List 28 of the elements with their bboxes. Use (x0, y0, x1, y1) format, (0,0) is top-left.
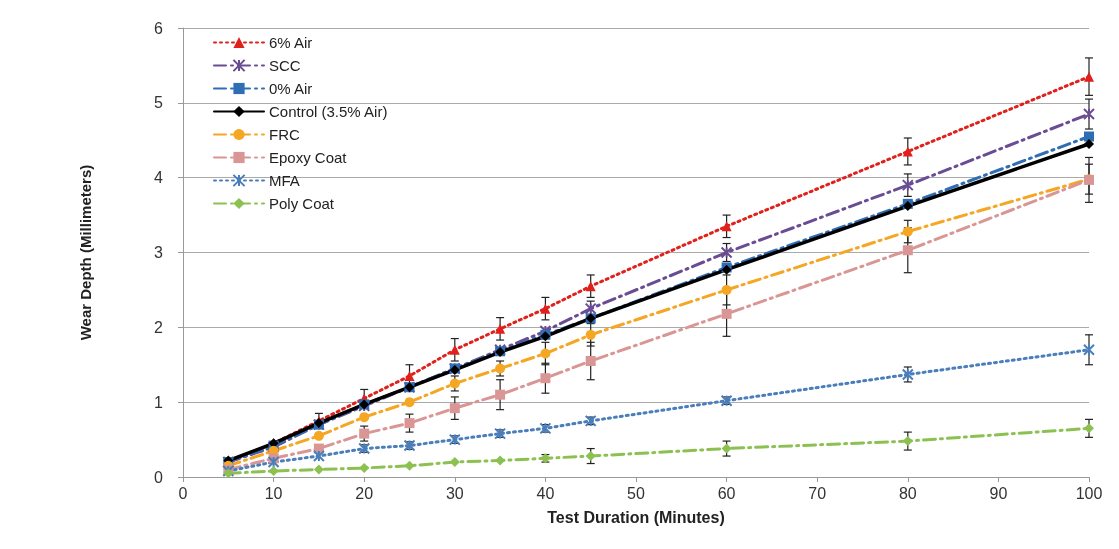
legend-label: Control (3.5% Air) (269, 103, 388, 120)
legend-label: 0% Air (269, 80, 313, 97)
legend-label: 6% Air (269, 34, 313, 51)
legend-label: FRC (269, 126, 300, 143)
x-tick-label: 0 (178, 484, 188, 502)
y-tick-label: 0 (154, 468, 164, 486)
x-tick-label: 50 (627, 484, 645, 502)
legend-label: SCC (269, 57, 301, 74)
x-tick-label: 30 (445, 484, 464, 502)
x-axis-title: Test Duration (Minutes) (547, 508, 725, 526)
x-tick-label: 20 (355, 484, 374, 502)
x-tick-label: 40 (536, 484, 555, 502)
y-tick-label: 3 (154, 244, 164, 261)
y-tick-label: 5 (154, 94, 164, 112)
x-tick-label: 90 (989, 484, 1008, 502)
legend-label: MFA (269, 172, 300, 189)
legend-label: Poly Coat (269, 195, 335, 212)
legend-label: Epoxy Coat (269, 149, 348, 166)
x-tick-label: 10 (264, 484, 283, 502)
x-tick-label: 100 (1075, 484, 1103, 502)
x-tick-label: 80 (898, 484, 917, 502)
y-axis-title: Wear Depth (Millimeters) (77, 164, 94, 341)
y-tick-label: 2 (154, 318, 164, 336)
y-tick-label: 4 (154, 169, 164, 187)
x-tick-label: 60 (717, 484, 736, 502)
y-tick-label: 6 (154, 19, 164, 37)
x-tick-label: 70 (808, 484, 827, 502)
y-tick-label: 1 (154, 393, 164, 411)
